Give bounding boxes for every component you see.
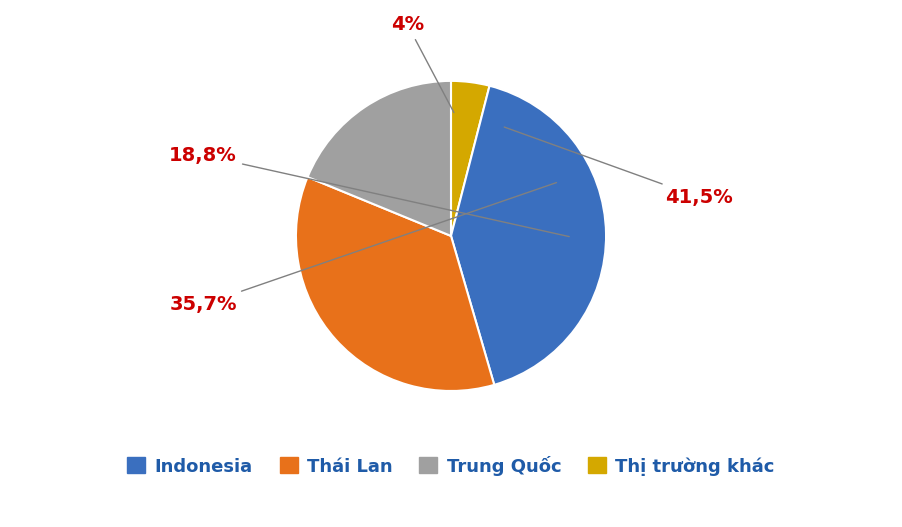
Text: 41,5%: 41,5%: [504, 127, 732, 207]
Wedge shape: [308, 81, 451, 236]
Wedge shape: [451, 86, 606, 385]
Wedge shape: [451, 81, 490, 236]
Text: 18,8%: 18,8%: [170, 146, 569, 237]
Wedge shape: [296, 177, 494, 391]
Legend: Indonesia, Thái Lan, Trung Quốc, Thị trường khác: Indonesia, Thái Lan, Trung Quốc, Thị trư…: [120, 448, 782, 483]
Text: 35,7%: 35,7%: [170, 182, 557, 314]
Text: 4%: 4%: [391, 15, 454, 113]
